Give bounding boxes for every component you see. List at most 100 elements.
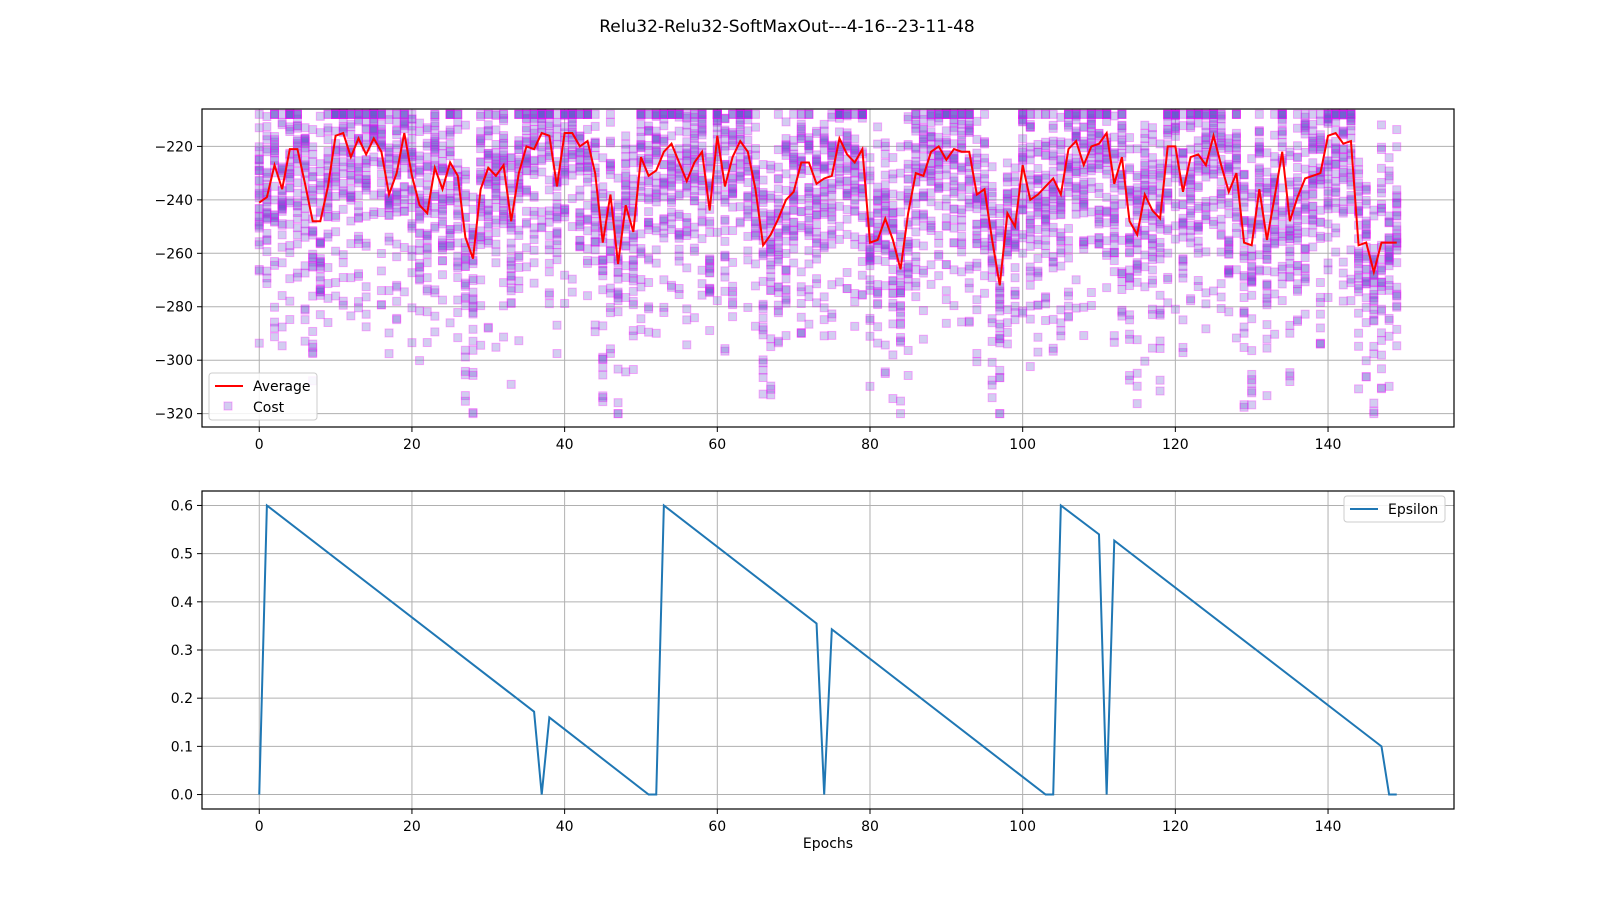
cost-point: [789, 244, 799, 254]
cost-point: [491, 148, 501, 158]
cost-point: [980, 174, 989, 184]
cost-point: [1315, 205, 1325, 215]
cost-point: [292, 201, 302, 211]
cost-point: [888, 208, 898, 218]
cost-point: [1239, 292, 1249, 302]
cost-point: [544, 109, 554, 119]
cost-point: [705, 284, 715, 294]
cost-point: [521, 136, 531, 146]
cost-point: [1231, 160, 1241, 170]
cost-point: [1331, 176, 1341, 186]
cost-point: [781, 224, 791, 234]
cost-point: [804, 259, 814, 269]
cost-point: [254, 176, 264, 186]
cost-point: [537, 109, 547, 119]
cost-point: [605, 206, 615, 216]
cost-point: [1270, 239, 1280, 249]
cost-point: [430, 311, 440, 321]
cost-point: [1018, 308, 1028, 318]
cost-point: [781, 265, 791, 275]
cost-point: [1315, 217, 1325, 227]
cost-point: [857, 234, 867, 244]
cost-point: [369, 109, 379, 119]
cost-point: [605, 160, 615, 170]
cost-point: [1369, 316, 1379, 326]
cost-point: [346, 109, 356, 119]
cost-point: [491, 125, 501, 135]
cost-point: [399, 109, 409, 119]
cost-point: [590, 256, 600, 266]
cost-point: [644, 157, 654, 167]
cost-point: [354, 109, 363, 119]
cost-point: [506, 163, 516, 173]
cost-point: [1048, 166, 1058, 176]
cost-point: [1155, 254, 1165, 264]
cost-point: [812, 157, 822, 167]
cost-point: [1033, 139, 1043, 149]
cost-point: [270, 323, 280, 333]
cost-point: [331, 109, 341, 119]
cost-point: [613, 409, 623, 419]
cost-point: [613, 268, 623, 278]
cost-point: [453, 257, 463, 267]
cost-point: [270, 143, 280, 153]
cost-point: [575, 220, 585, 230]
cost-point: [560, 109, 570, 119]
cost-point: [1132, 381, 1142, 391]
cost-point: [1384, 171, 1394, 181]
cost-point: [1186, 121, 1196, 131]
cost-point: [1239, 170, 1249, 180]
cost-point: [674, 174, 684, 184]
average-legend-label: Average: [253, 379, 311, 395]
cost-point: [468, 409, 478, 419]
cost-point: [682, 226, 692, 236]
cost-point: [270, 146, 280, 156]
cost-point: [705, 268, 715, 278]
cost-point: [903, 345, 913, 355]
cost-point: [773, 174, 783, 184]
cost-point: [644, 218, 654, 228]
cost-point: [1002, 158, 1012, 168]
cost-point: [308, 185, 318, 195]
cost-point: [773, 257, 783, 267]
cost-point: [1163, 109, 1173, 119]
cost-point: [323, 212, 333, 222]
cost-point: [651, 193, 661, 203]
cost-point: [392, 190, 402, 200]
cost-point: [674, 229, 684, 239]
cost-point: [667, 109, 676, 119]
cost-point: [1254, 250, 1264, 260]
cost-point: [476, 170, 486, 180]
cost-point: [262, 202, 272, 212]
cost-point: [1262, 184, 1272, 194]
cost-point: [575, 236, 585, 246]
cost-point: [407, 134, 417, 144]
cost-point: [300, 137, 310, 147]
cost-point: [292, 223, 302, 233]
cost-point: [972, 219, 982, 229]
cost-point: [437, 149, 447, 159]
cost-point: [399, 138, 409, 148]
cost-point: [1018, 154, 1028, 164]
cost-point: [1346, 296, 1356, 306]
cost-point: [674, 284, 684, 294]
cost-point: [1056, 331, 1066, 341]
cost-point: [605, 247, 615, 257]
cost-point: [468, 192, 478, 202]
cost-point: [636, 325, 646, 335]
cost-point: [842, 166, 852, 176]
cost-point: [1354, 178, 1364, 188]
cost-point: [560, 298, 570, 308]
cost-point: [521, 206, 531, 216]
cost-point: [415, 165, 425, 175]
cost-point: [376, 110, 386, 120]
cost-point: [972, 116, 982, 126]
cost-point: [1155, 243, 1165, 253]
cost-point: [392, 153, 402, 163]
cost-point: [995, 288, 1005, 298]
cost-point: [437, 204, 447, 214]
cost-point: [262, 135, 272, 145]
cost-point: [338, 162, 348, 172]
cost-point: [506, 253, 516, 263]
cost-point: [583, 161, 593, 171]
